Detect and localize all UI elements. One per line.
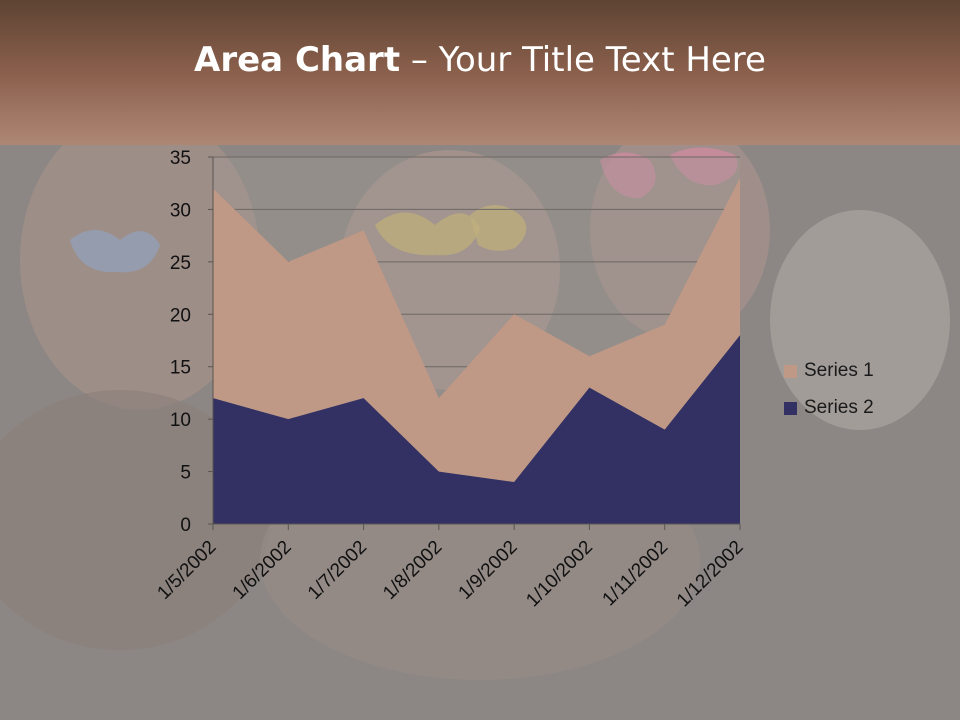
x-tick-label-7: 1/12/2002 — [673, 537, 748, 612]
y-tick-label-30: 30 — [170, 200, 191, 221]
y-tick-label-15: 15 — [170, 358, 191, 379]
x-tick-label-1: 1/6/2002 — [229, 537, 296, 604]
y-tick-label-10: 10 — [170, 410, 191, 431]
legend-label-series-2: Series 2 — [804, 397, 874, 418]
legend-label-series-1: Series 1 — [804, 360, 874, 381]
y-tick-label-5: 5 — [180, 463, 191, 484]
title-bar — [0, 0, 960, 145]
y-tick-label-20: 20 — [170, 305, 191, 326]
y-tick-label-0: 0 — [180, 515, 191, 536]
y-tick-label-35: 35 — [170, 148, 191, 169]
y-tick-label-25: 25 — [170, 253, 191, 274]
title-bold: Area Chart — [194, 40, 401, 80]
slide-title: Area Chart – Your Title Text Here — [0, 40, 960, 80]
x-tick-label-4: 1/9/2002 — [455, 537, 522, 604]
title-rest: – Your Title Text Here — [400, 40, 766, 80]
x-tick-label-5: 1/10/2002 — [522, 537, 597, 612]
x-tick-label-2: 1/7/2002 — [304, 537, 371, 604]
x-tick-label-0: 1/5/2002 — [153, 537, 220, 604]
legend-swatch-series-1 — [784, 365, 797, 378]
legend-swatch-series-2 — [784, 402, 797, 415]
x-tick-label-3: 1/8/2002 — [379, 537, 446, 604]
x-tick-label-6: 1/11/2002 — [599, 537, 673, 611]
area-series-2 — [213, 335, 740, 524]
area-series-1 — [213, 177, 740, 483]
